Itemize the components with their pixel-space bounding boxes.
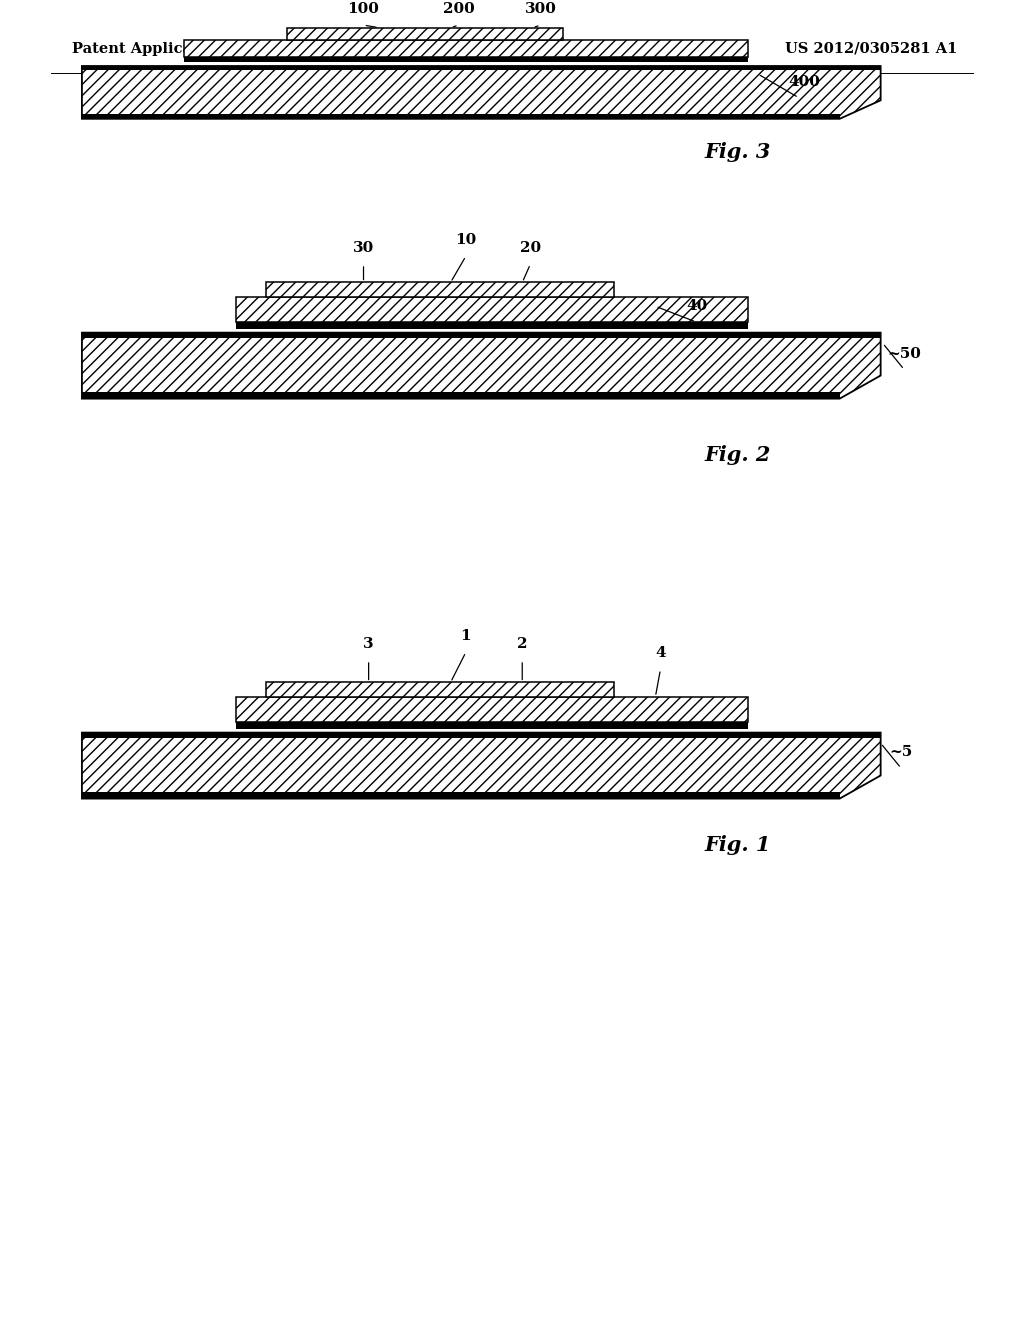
Text: 200: 200 xyxy=(442,3,475,16)
Bar xyxy=(287,28,563,40)
Text: 100: 100 xyxy=(347,3,380,16)
Bar xyxy=(266,682,614,697)
Text: 4: 4 xyxy=(655,647,666,660)
Bar xyxy=(236,297,748,322)
Text: 300: 300 xyxy=(524,3,557,16)
Text: Fig. 2: Fig. 2 xyxy=(705,445,770,466)
Text: ~5: ~5 xyxy=(890,746,912,759)
Bar xyxy=(236,697,748,722)
Bar xyxy=(184,40,748,57)
Text: 3: 3 xyxy=(364,638,374,651)
Bar xyxy=(82,66,881,70)
Text: 2: 2 xyxy=(517,638,527,651)
Bar xyxy=(266,282,614,297)
Bar xyxy=(236,322,748,329)
Bar xyxy=(82,333,881,338)
Text: 10: 10 xyxy=(456,234,476,247)
Bar xyxy=(82,792,840,799)
Text: ~50: ~50 xyxy=(887,347,922,360)
Bar xyxy=(82,733,881,738)
Text: 40: 40 xyxy=(686,300,708,313)
Text: 1: 1 xyxy=(461,630,471,643)
Text: US 2012/0305281 A1: US 2012/0305281 A1 xyxy=(785,42,957,55)
Polygon shape xyxy=(82,66,881,119)
Bar xyxy=(184,57,748,62)
Polygon shape xyxy=(82,333,881,399)
Text: Patent Application Publication: Patent Application Publication xyxy=(72,42,324,55)
Bar xyxy=(82,114,840,119)
Text: 20: 20 xyxy=(520,242,541,255)
Text: Dec. 6, 2012: Dec. 6, 2012 xyxy=(425,42,527,55)
Text: 400: 400 xyxy=(788,75,820,88)
Text: Fig. 3: Fig. 3 xyxy=(705,141,770,162)
Bar xyxy=(82,392,840,399)
Text: Fig. 1: Fig. 1 xyxy=(705,834,770,855)
Bar xyxy=(236,722,748,729)
Text: 30: 30 xyxy=(353,242,374,255)
Polygon shape xyxy=(82,733,881,799)
